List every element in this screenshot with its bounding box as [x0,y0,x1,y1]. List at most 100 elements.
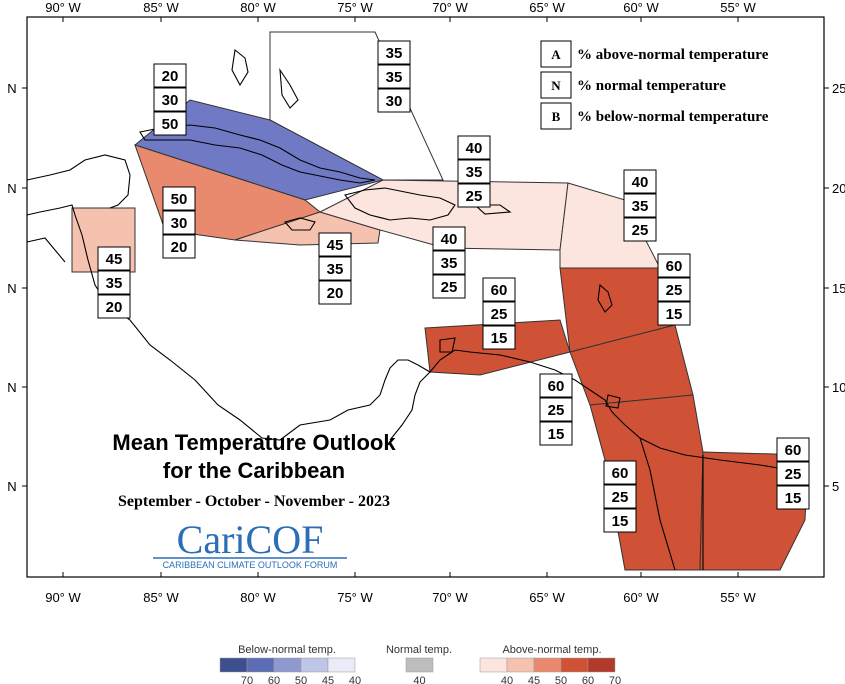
lon-label-top-90: 90° W [45,0,81,15]
prob-value-cuba-below: 50 [162,116,179,133]
colorbar-below-swatch-3 [300,657,329,673]
left-latitude-labels: N N N N N [7,81,16,494]
prob-value-jamaica-above: 45 [327,237,344,254]
lon-label-top-85: 85° W [143,0,179,15]
colorbar-normal: 40 [405,657,434,684]
lon-label-bottom-60: 60° W [623,590,659,605]
prob-value-hispaniola-puerto-rico-below: 25 [466,188,483,205]
colorbar-below-tick-2: 50 [295,675,307,684]
map-title-line-2: for the Caribbean [163,458,345,483]
prob-box-hispaniola-puerto-rico-below [457,183,491,208]
lon-label-top-80: 80° W [240,0,276,15]
prob-value-hispaniola-south-normal: 35 [441,255,458,272]
colorbar-above: 40 45 50 60 70 [479,657,621,684]
prob-box-jamaica-below [318,280,352,305]
prob-box-abc-islands-above [482,277,516,302]
caricof-logo: CariCOF CARIBBEAN CLIMATE OUTLOOK FORUM [153,517,347,570]
prob-value-trinidad-guyana-north-normal: 25 [548,402,565,419]
prob-value-cuba-above: 20 [162,68,179,85]
prob-box-jamaica-normal [318,256,352,281]
map-period: September - October - November - 2023 [118,493,390,510]
prob-box-trinidad-guyana-north-below [539,421,573,446]
colorbar-normal-tick-0: 40 [413,675,425,684]
prob-value-guyana-below: 15 [612,513,629,530]
legend-text-below: % below-normal temperature [577,109,769,125]
lon-label-top-60: 60° W [623,0,659,15]
prob-value-windward-islands-below: 15 [666,306,683,323]
prob-box-cuba-normal [153,87,187,112]
legend-key-box-n [540,71,572,99]
prob-box-northern-lesser-antilles-normal [623,193,657,218]
prob-box-belize-above [97,246,131,271]
colorbar-below-swatch-4 [327,657,356,673]
prob-box-cuba-below [153,111,187,136]
colorbar-above-swatch-3 [560,657,589,673]
colorbar-below-tick-0: 70 [241,675,253,684]
prob-box-hispaniola-puerto-rico-above [457,135,491,160]
prob-value-bahamas-below: 30 [386,93,403,110]
legend-text-above: % above-normal temperature [577,47,769,63]
prob-box-trinidad-guyana-north-normal [539,397,573,422]
prob-value-trinidad-guyana-north-above: 60 [548,378,565,395]
prob-value-suriname-french-guiana-normal: 25 [785,466,802,483]
colorbar-below-tick-1: 60 [268,675,280,684]
prob-box-abc-islands-normal [482,301,516,326]
prob-box-belize-normal [97,270,131,295]
colorbar-normal-title: Normal temp. [386,644,452,656]
colorbar-above-swatch-2 [533,657,562,673]
lon-label-top-70: 70° W [432,0,468,15]
colorbar-normal-swatch-0 [405,657,434,673]
prob-box-suriname-french-guiana-above [776,437,810,462]
prob-box-suriname-french-guiana-normal [776,461,810,486]
lon-label-bottom-65: 65° W [529,590,565,605]
prob-value-jamaica-normal: 35 [327,261,344,278]
lat-label-right-25: 25 [832,81,845,96]
lon-label-bottom-90: 90° W [45,590,81,605]
prob-box-guyana-normal [603,484,637,509]
lat-label-left-5: N [7,479,16,494]
prob-box-windward-islands-below [657,301,691,326]
lat-label-right-5: 5 [832,479,839,494]
color-scale-legend: Below-normal temp. Normal temp. Above-no… [219,644,621,684]
prob-box-cuba-above [153,63,187,88]
colorbar-below-title: Below-normal temp. [238,644,336,656]
colorbar-above-swatch-4 [587,657,616,673]
lon-label-top-75: 75° W [337,0,373,15]
prob-box-windward-islands-above [657,253,691,278]
lat-label-left-15: N [7,281,16,296]
lat-label-left-20: N [7,181,16,196]
prob-box-bahamas-below [377,88,411,113]
prob-value-cayman-normal: 30 [171,215,188,232]
lon-label-bottom-85: 85° W [143,590,179,605]
prob-value-hispaniola-puerto-rico-normal: 35 [466,164,483,181]
prob-box-cayman-normal [162,210,196,235]
colorbar-above-tick-1: 45 [528,675,540,684]
logo-tagline: CARIBBEAN CLIMATE OUTLOOK FORUM [163,560,338,570]
legend-key-a: A [551,47,561,62]
colorbar-below-swatch-2 [273,657,302,673]
legend-key-box-a [540,40,572,68]
prob-value-windward-islands-above: 60 [666,258,683,275]
colorbar-above-swatch-1 [506,657,535,673]
colorbar-below: 70 60 50 45 40 [219,657,361,684]
colorbar-above-title: Above-normal temp. [502,644,601,656]
right-latitude-labels: 25 20 15 10 5 [832,81,845,494]
prob-box-abc-islands-below [482,325,516,350]
lon-label-top-55: 55° W [720,0,756,15]
legend-key-b: B [552,109,561,124]
prob-box-bahamas-above [377,40,411,65]
prob-value-cayman-below: 20 [171,239,188,256]
prob-value-hispaniola-south-above: 40 [441,231,458,248]
legend: A % above-normal temperature N % normal … [540,40,769,130]
prob-value-belize-normal: 35 [106,275,123,292]
prob-value-abc-islands-normal: 25 [491,306,508,323]
prob-box-guyana-above [603,460,637,485]
prob-value-hispaniola-puerto-rico-above: 40 [466,140,483,157]
prob-value-belize-below: 20 [106,299,123,316]
prob-box-northern-lesser-antilles-above [623,169,657,194]
colorbar-above-tick-0: 40 [501,675,513,684]
prob-value-bahamas-normal: 35 [386,69,403,86]
lat-label-left-25: N [7,81,16,96]
prob-value-northern-lesser-antilles-below: 25 [632,222,649,239]
